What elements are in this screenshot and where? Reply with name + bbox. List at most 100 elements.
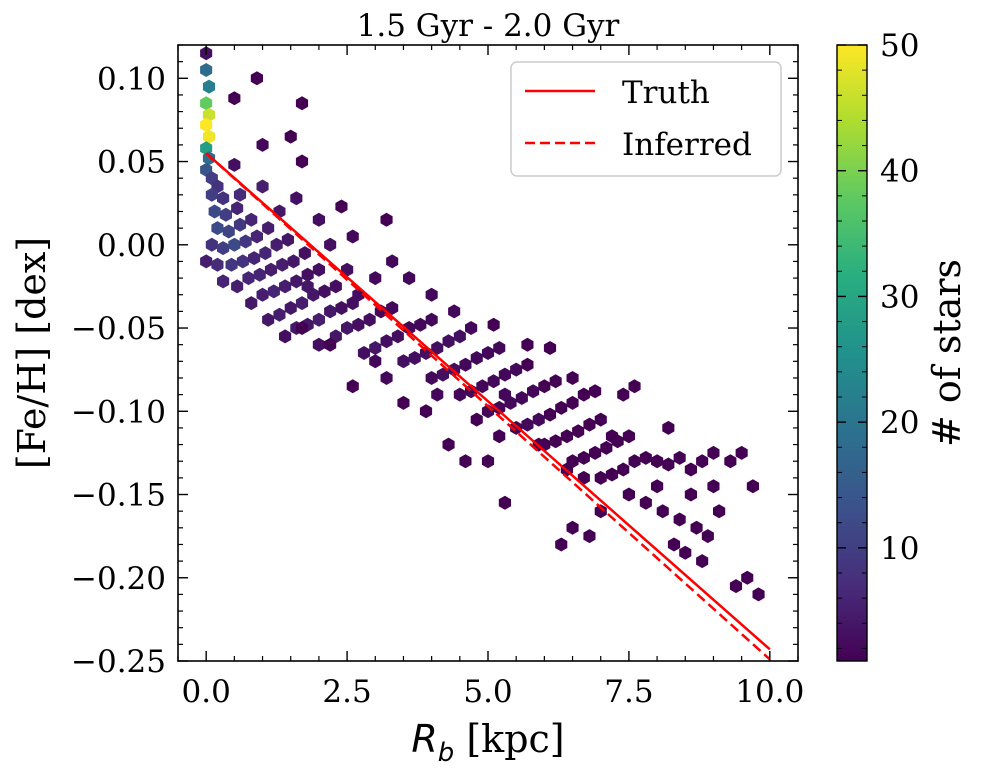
hexbin-cell	[245, 296, 258, 311]
hexbin-cell	[521, 417, 534, 432]
hexbin-cell	[211, 221, 224, 236]
hexbin-cell	[318, 284, 331, 299]
hexbin-cell	[673, 512, 686, 527]
hexbin-cell	[583, 529, 596, 544]
hexbin-cell	[208, 204, 221, 219]
hexbin-cell	[622, 429, 635, 444]
hexbin-cell	[425, 287, 438, 302]
hexbin-cell	[498, 387, 511, 402]
hexbin-cell	[391, 329, 404, 344]
colorbar: 10 20 30 40 50 # of stars	[836, 28, 969, 662]
hexbin-cell	[403, 321, 416, 335]
hexbin-cell	[470, 412, 483, 427]
hexbin-cell	[369, 271, 382, 286]
hexbin-cell	[419, 404, 433, 419]
hexbin-cell	[532, 412, 545, 427]
hexbin-cell	[498, 495, 511, 510]
hexbin-cell	[684, 487, 697, 502]
hexbin-cell	[628, 454, 641, 469]
hexbin-cell	[259, 246, 272, 261]
hexbin-cell	[617, 462, 630, 477]
hexbin-cell	[414, 317, 427, 332]
hexbin-cell	[329, 279, 342, 294]
hexbin-cell	[225, 257, 238, 272]
hexbin-cell	[312, 337, 325, 352]
hexbin-cell	[724, 454, 737, 469]
hexbin-cell	[200, 63, 213, 77]
hexbin-cell	[245, 212, 258, 227]
hexbin-cell	[279, 329, 292, 344]
hexbin-cell	[538, 379, 551, 394]
hexbin-cell	[589, 445, 602, 460]
y-tick-label: −0.05	[71, 311, 166, 347]
hexbin-cell	[295, 321, 309, 335]
hexbin-cell	[290, 191, 303, 206]
hexbin-cell	[555, 400, 568, 415]
hexbin-cell	[476, 379, 489, 394]
x-tick-label: 2.5	[322, 674, 371, 710]
hexbin-cell	[639, 450, 652, 465]
y-tick-label: 0.10	[97, 61, 166, 97]
hexbin-cell	[256, 137, 269, 152]
hexbin-cell	[555, 537, 568, 552]
hexbin-cell	[521, 357, 534, 372]
hexbin-cell	[662, 420, 675, 435]
hexbin-cell	[510, 362, 523, 377]
hexbin-cell	[442, 437, 455, 452]
hexbin-cell	[228, 91, 241, 106]
hexbin-cell	[256, 179, 269, 194]
hexbin-cell	[448, 304, 461, 319]
hexbin-cell	[667, 537, 681, 552]
x-tick-label: 7.5	[604, 674, 653, 710]
hexbin-cell	[707, 479, 720, 494]
y-tick-label: −0.15	[71, 478, 166, 514]
hexbin-cell	[262, 312, 275, 327]
hexbin-cell	[231, 201, 244, 216]
hexbin-cell	[543, 341, 557, 355]
hexbin-cell	[735, 445, 748, 460]
hexbin-cell	[250, 229, 263, 244]
hexbin-cell	[465, 321, 478, 335]
hexbin-cell	[386, 254, 399, 269]
hexbin-cell	[369, 354, 382, 369]
hexbin-cell	[549, 374, 562, 389]
hexbin-cell	[284, 129, 297, 144]
hexbin-cell	[295, 154, 309, 169]
hexbin-cell	[273, 307, 286, 322]
hexbin-cell	[202, 79, 216, 94]
colorbar-tick-label: 10	[880, 531, 919, 567]
hexbin-cell	[628, 379, 641, 394]
hexbin-cell	[453, 329, 466, 344]
legend-label-truth: Truth	[622, 75, 710, 111]
hexbin-cell	[346, 229, 359, 244]
hexbin-cell	[295, 96, 309, 111]
x-tick-label: 10.0	[735, 674, 804, 710]
y-tick-label: −0.20	[71, 561, 166, 597]
hexbin-cell	[200, 117, 213, 132]
hexbin-cell	[746, 479, 759, 494]
hexbin-cell	[662, 457, 675, 472]
hexbin-cell	[684, 462, 697, 477]
hexbin-cell	[673, 450, 686, 465]
hexbin-cell	[248, 251, 261, 266]
hexbin-cell	[425, 371, 438, 385]
hexbin-cell	[577, 387, 590, 402]
hexbin-cell	[253, 267, 266, 282]
x-axis-symbol: R	[411, 717, 437, 761]
hexbin-cell	[397, 354, 410, 369]
hexbin-cell	[408, 351, 421, 365]
hexbin-cell	[566, 395, 579, 410]
hexbin-cell	[228, 237, 241, 252]
hexbin-cell	[459, 454, 472, 469]
hexbin-cell	[233, 217, 247, 232]
hexbin-cell	[656, 504, 669, 519]
hexbin-cell	[543, 407, 557, 422]
hexbin-cell	[459, 357, 472, 372]
hexbin-cell	[583, 417, 596, 432]
hexbin-cell	[431, 341, 444, 355]
hexbin-cell	[242, 271, 255, 286]
hexbin-cell	[690, 520, 703, 535]
legend-label-inferred: Inferred	[622, 127, 752, 163]
hexbin-cell	[341, 321, 354, 335]
